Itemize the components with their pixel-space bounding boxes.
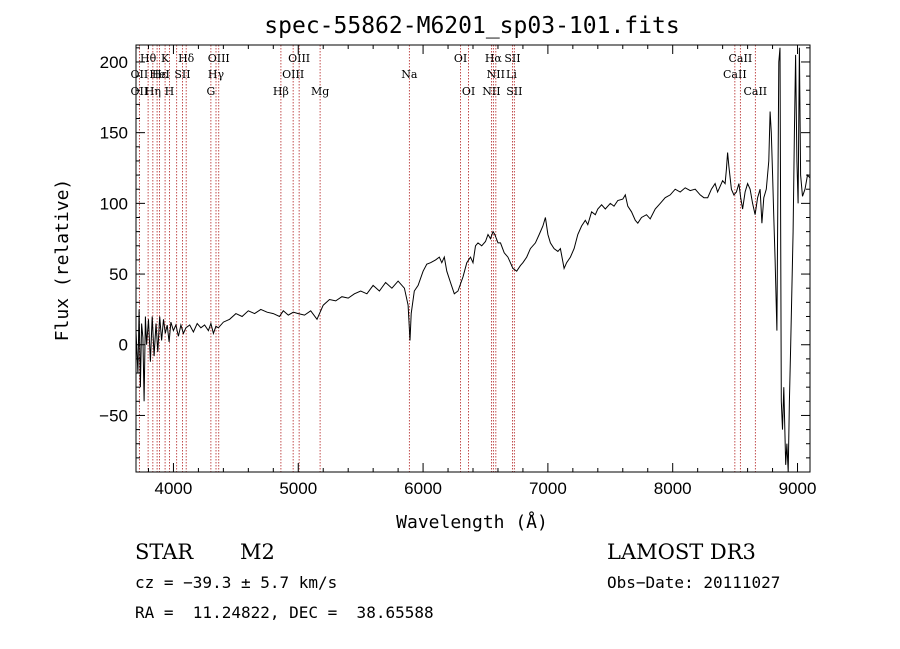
line-label: OIII — [288, 52, 310, 65]
x-tick-label: 5000 — [279, 479, 317, 498]
line-label: G — [206, 85, 215, 98]
line-label: SII — [504, 52, 520, 65]
x-tick-label: 8000 — [654, 479, 692, 498]
line-label: OII — [131, 85, 149, 98]
line-label: CaII — [729, 52, 753, 65]
line-label: NII — [482, 85, 500, 98]
object-class: STAR — [135, 540, 194, 564]
line-label: Hβ — [273, 85, 289, 98]
line-label: K — [161, 52, 170, 65]
line-label: Hδ — [178, 52, 195, 65]
line-label: Hγ — [208, 68, 225, 81]
line-label: Li — [506, 68, 517, 81]
x-tick-label: 4000 — [155, 479, 193, 498]
chart-title: spec-55862-M6201_sp03-101.fits — [264, 13, 679, 39]
spectrum-line — [135, 47, 811, 473]
line-label: CaII — [723, 68, 747, 81]
y-tick-label: 200 — [100, 53, 128, 72]
line-labels: OII OII Hθ Hε Hη K H HeI SII Hδ OIII Hγ G OIII OIII Hβ M… — [131, 52, 768, 98]
redshift-text: cz = −39.3 ± 5.7 km/s — [135, 573, 338, 592]
x-axis-label: Wavelength (Å) — [396, 511, 548, 533]
plot-frame — [135, 44, 811, 473]
y-tick-label: 150 — [100, 124, 128, 143]
line-label: OI — [454, 52, 467, 65]
axis-ticks: 4000 5000 6000 7000 8000 9000 −50 0 50 100 150 200 — [99, 45, 816, 498]
line-label: Hθ — [140, 52, 157, 65]
y-tick-label: −50 — [99, 406, 128, 425]
line-label: OIII — [208, 52, 230, 65]
y-tick-label: 0 — [119, 336, 128, 355]
survey-name: LAMOST DR3 — [607, 540, 756, 564]
obs-date-text: Obs−Date: 20111027 — [607, 573, 781, 592]
x-tick-label: 9000 — [779, 479, 817, 498]
line-label: CaII — [743, 85, 767, 98]
line-label: Hε — [152, 68, 168, 81]
y-axis-label: Flux (relative) — [52, 179, 73, 342]
line-label: Mg — [311, 85, 329, 98]
y-tick-label: 50 — [109, 265, 128, 284]
line-label: Hη — [145, 85, 161, 98]
y-tick-label: 100 — [100, 194, 128, 213]
line-label: OI — [462, 85, 475, 98]
line-label: HeI — [149, 68, 169, 81]
line-label: NII — [487, 68, 505, 81]
line-label: H — [165, 85, 175, 98]
line-label: SII — [506, 85, 522, 98]
line-markers — [138, 45, 756, 472]
line-label: OII — [131, 68, 149, 81]
line-label: OIII — [282, 68, 304, 81]
x-tick-label: 7000 — [529, 479, 567, 498]
x-tick-label: 6000 — [404, 479, 442, 498]
line-label: SII — [174, 68, 190, 81]
line-label: Hα — [485, 52, 503, 65]
object-subclass: M2 — [240, 540, 275, 564]
line-label: Na — [401, 68, 418, 81]
coords-text: RA = 11.24822, DEC = 38.65588 — [135, 603, 434, 622]
